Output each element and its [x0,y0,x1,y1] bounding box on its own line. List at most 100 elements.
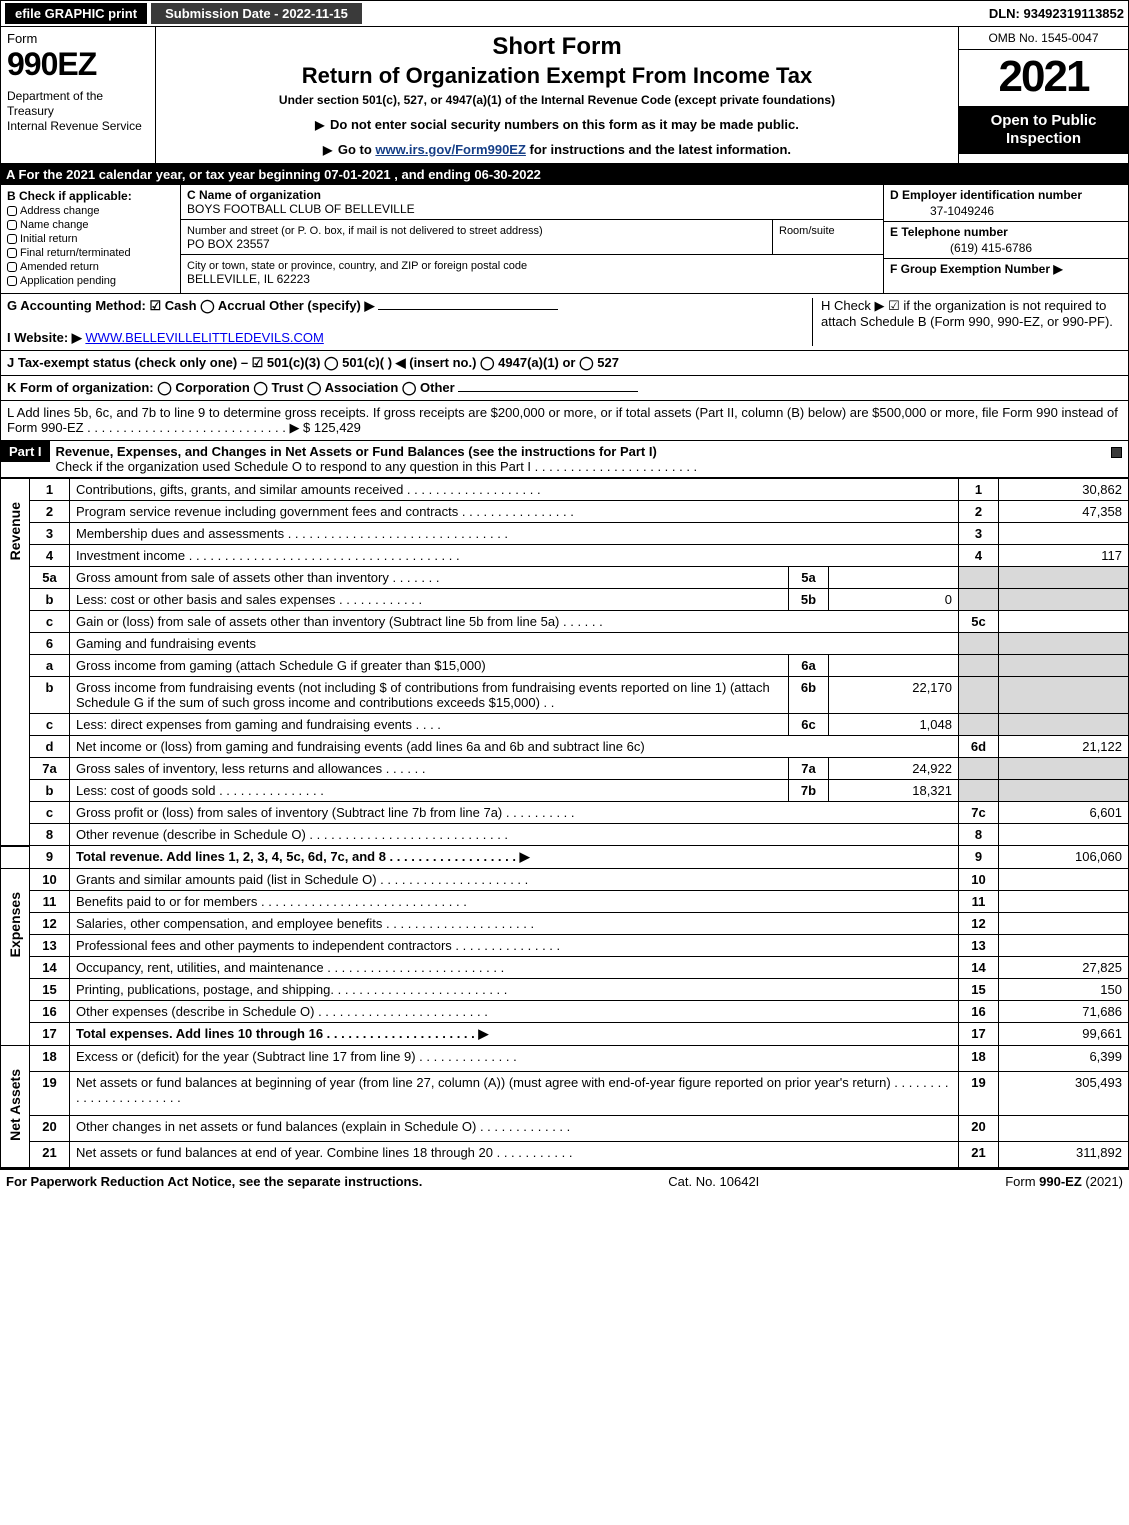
val: 47,358 [999,501,1129,523]
lnum: 18 [30,1046,70,1072]
val: 71,686 [999,1001,1129,1023]
val: 311,892 [999,1141,1129,1167]
expenses-side: Expenses [7,872,23,977]
desc: Other changes in net assets or fund bala… [70,1115,959,1141]
netassets-side: Net Assets [7,1049,23,1161]
lnum: 19 [30,1072,70,1116]
val: 117 [999,545,1129,567]
val: 150 [999,979,1129,1001]
topbar: efile GRAPHIC print Submission Date - 20… [0,0,1129,27]
city: BELLEVILLE, IL 62223 [187,272,310,286]
short-form-title: Short Form [166,33,948,61]
open-public-badge: Open to Public Inspection [959,106,1128,154]
desc: Investment income . . . . . . . . . . . … [70,545,959,567]
desc: Less: cost or other basis and sales expe… [70,589,789,611]
return-title: Return of Organization Exempt From Incom… [166,63,948,89]
checkbox-icon[interactable] [7,276,17,286]
grey-cell [999,567,1129,589]
desc: Other revenue (describe in Schedule O) .… [70,824,959,846]
subval: 18,321 [829,780,959,802]
box: 15 [959,979,999,1001]
checkbox-icon[interactable] [7,234,17,244]
header-center: Short Form Return of Organization Exempt… [156,27,958,163]
subval [829,567,959,589]
val [999,1115,1129,1141]
part1-sub: Check if the organization used Schedule … [56,459,698,474]
phone: (619) 415-6786 [890,241,1032,255]
col-b: B Check if applicable: Address change Na… [1,185,181,293]
street-label: Number and street (or P. O. box, if mail… [187,225,543,237]
subbox: 7a [789,758,829,780]
website-link[interactable]: WWW.BELLEVILLELITTLEDEVILS.COM [85,330,323,345]
subbox: 5b [789,589,829,611]
lnum: b [30,677,70,714]
chk-initial: Initial return [20,233,77,245]
footer-left: For Paperwork Reduction Act Notice, see … [6,1174,422,1189]
room-label: Room/suite [779,225,835,237]
j-row: J Tax-exempt status (check only one) – ☑… [0,351,1129,376]
lnum: 3 [30,523,70,545]
desc: Other expenses (describe in Schedule O) … [70,1001,959,1023]
desc: Gross income from gaming (attach Schedul… [70,655,789,677]
checkbox-icon[interactable] [7,248,17,258]
lnum: 5a [30,567,70,589]
val: 305,493 [999,1072,1129,1116]
desc: Printing, publications, postage, and shi… [70,979,959,1001]
grey-cell [959,677,999,714]
lnum: 15 [30,979,70,1001]
desc: Less: direct expenses from gaming and fu… [70,714,789,736]
desc: Total revenue. Add lines 1, 2, 3, 4, 5c,… [70,846,959,869]
chk-amended: Amended return [20,261,99,273]
lnum: c [30,714,70,736]
lnum: 8 [30,824,70,846]
val: 27,825 [999,957,1129,979]
val: 30,862 [999,479,1129,501]
goto-post: for instructions and the latest informat… [526,142,791,157]
box: 10 [959,869,999,891]
box: 16 [959,1001,999,1023]
city-label: City or town, state or province, country… [187,260,527,272]
chk-final: Final return/terminated [20,247,131,259]
lnum: 17 [30,1023,70,1046]
h-text: H Check ▶ ☑ if the organization is not r… [821,298,1113,329]
part1-table: Revenue 1 Contributions, gifts, grants, … [0,478,1129,1168]
grey-cell [959,589,999,611]
part1-title: Revenue, Expenses, and Changes in Net As… [56,444,657,459]
val [999,523,1129,545]
efile-print-btn[interactable]: efile GRAPHIC print [5,3,147,24]
box: 12 [959,913,999,935]
tax-year: 2021 [959,50,1128,106]
lnum: 14 [30,957,70,979]
val: 6,601 [999,802,1129,824]
box: 14 [959,957,999,979]
checkbox-icon[interactable] [7,220,17,230]
val: 99,661 [999,1023,1129,1046]
lnum: b [30,780,70,802]
submission-date: Submission Date - 2022-11-15 [151,3,362,24]
checkbox-icon[interactable] [7,206,17,216]
box: 17 [959,1023,999,1046]
subbox: 7b [789,780,829,802]
desc: Salaries, other compensation, and employ… [70,913,959,935]
grey-cell [999,714,1129,736]
grey-cell [959,780,999,802]
arrow-icon: ▶ [315,118,324,132]
subbox: 5a [789,567,829,589]
subval: 22,170 [829,677,959,714]
grey-cell [959,567,999,589]
desc: Gross amount from sale of assets other t… [70,567,789,589]
desc: Gross profit or (loss) from sales of inv… [70,802,959,824]
chk-address: Address change [20,205,100,217]
under-section: Under section 501(c), 527, or 4947(a)(1)… [166,93,948,107]
col-d: D Employer identification number 37-1049… [883,185,1128,293]
chk-name: Name change [20,219,89,231]
box: 4 [959,545,999,567]
val: 6,399 [999,1046,1129,1072]
grey-cell [999,633,1129,655]
dln: DLN: 93492319113852 [989,6,1124,21]
revenue-side: Revenue [7,482,23,580]
checkbox-icon[interactable] [7,262,17,272]
irs-link[interactable]: www.irs.gov/Form990EZ [375,142,526,157]
box: 2 [959,501,999,523]
footer-mid: Cat. No. 10642I [668,1174,759,1189]
